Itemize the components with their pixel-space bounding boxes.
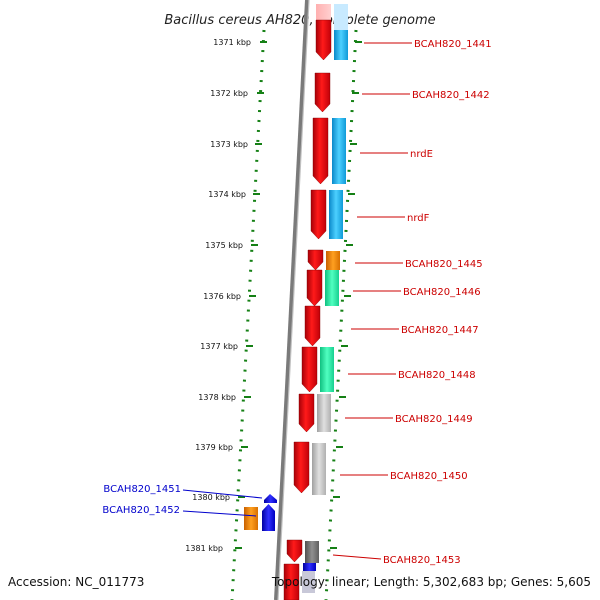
gene-arrow[interactable] [286, 539, 303, 563]
leader-lines-left [182, 489, 263, 517]
leader-lines-right [332, 42, 412, 560]
gene-label[interactable]: BCAH820_1446 [403, 287, 481, 298]
scale-label: 1376 kbp [203, 292, 241, 301]
gene-arrow[interactable] [283, 563, 300, 600]
gene-label[interactable]: nrdF [407, 213, 430, 224]
scale-label: 1380 kbp [192, 493, 230, 502]
category-box [325, 270, 339, 306]
gene-arrow[interactable] [264, 494, 277, 503]
category-box [317, 394, 331, 432]
category-boxes [302, 4, 348, 593]
gene-arrow[interactable] [301, 346, 318, 393]
gene-label[interactable]: BCAH820_1453 [383, 555, 461, 566]
scale-label: 1373 kbp [210, 140, 248, 149]
map-title: Bacillus cereus AH820, complete genome [164, 13, 435, 28]
gene-arrow[interactable] [262, 504, 275, 531]
scale-label: 1372 kbp [210, 89, 248, 98]
gene-label[interactable]: BCAH820_1441 [414, 39, 492, 50]
scale-label: 1375 kbp [205, 241, 243, 250]
gene-label[interactable]: BCAH820_1448 [398, 370, 476, 381]
category-box [312, 443, 326, 495]
gene-arrow[interactable] [312, 117, 329, 185]
category-box [320, 347, 334, 392]
scale-ticks [235, 41, 362, 549]
category-box [302, 571, 315, 593]
scale-label: 1377 kbp [200, 342, 238, 351]
gene-label[interactable]: BCAH820_1449 [395, 414, 473, 425]
gene-label[interactable]: BCAH820_1451 [103, 484, 181, 495]
reverse-genes [244, 494, 277, 531]
gene-label[interactable]: BCAH820_1447 [401, 325, 479, 336]
genome-backbone [274, 0, 309, 600]
gene-arrow[interactable] [307, 249, 324, 271]
accession-text: Accession: NC_011773 [8, 575, 144, 589]
category-box [329, 190, 343, 239]
gene-label[interactable]: BCAH820_1445 [405, 259, 483, 270]
scale-label: 1378 kbp [198, 393, 236, 402]
gene-label[interactable]: BCAH820_1450 [390, 471, 468, 482]
category-box [334, 30, 348, 60]
gene-arrow[interactable] [304, 305, 321, 347]
category-box [305, 541, 319, 563]
scale-label: 1379 kbp [195, 443, 233, 452]
gene-arrow[interactable] [306, 269, 323, 307]
forward-genes [283, 4, 332, 600]
gene-arrow[interactable] [314, 72, 331, 113]
gene-arrow[interactable] [315, 19, 332, 61]
category-box [332, 118, 346, 184]
gene-label[interactable]: BCAH820_1442 [412, 90, 490, 101]
category-box [326, 251, 340, 270]
gene-label[interactable]: BCAH820_1452 [102, 505, 180, 516]
gene-arrow[interactable] [310, 189, 327, 240]
scale-dots [230, 29, 358, 600]
scale-label: 1374 kbp [208, 190, 246, 199]
scale-label: 1371 kbp [213, 38, 251, 47]
category-box [303, 563, 316, 571]
category-box [334, 4, 348, 32]
gene-arrow[interactable] [298, 393, 315, 433]
topology-text: Topology: linear; Length: 5,302,683 bp; … [271, 575, 591, 589]
gene-label[interactable]: nrdE [410, 149, 433, 160]
gene-arrow[interactable] [293, 441, 310, 494]
scale-label: 1381 kbp [185, 544, 223, 553]
category-box [244, 507, 258, 530]
